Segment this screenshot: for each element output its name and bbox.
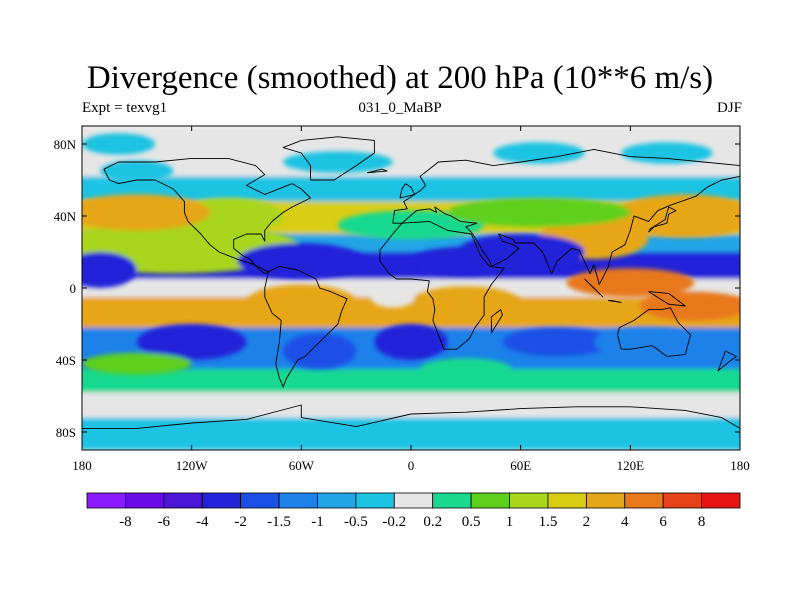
coastline-5 [490,309,503,334]
band-9 [82,392,740,418]
x-axis: 180 120W 60W 0 60E 120E 180 [72,126,750,473]
colorbar-box-10 [470,492,510,509]
chart-title: Divergence (smoothed) at 200 hPa (10**6 … [86,60,714,96]
colorbar-box-11 [509,492,549,509]
coastline-2 [282,136,375,181]
y-tick-label-3: 40S [56,353,76,368]
colorbar-box-8 [393,492,434,509]
feature-1 [337,210,485,240]
colorbar-label-4: -1.5 [267,514,291,530]
colorbar-box-14 [624,492,664,509]
feature-17 [283,333,357,369]
colorbar-label-15: 8 [698,514,706,530]
colorbar-label-0: -8 [119,514,132,530]
colorbar-label-1: -6 [158,514,171,530]
band-1 [82,176,740,202]
feature-10 [456,234,585,270]
feature-12 [639,291,740,321]
coastline-1 [264,265,348,388]
colorbar-label-6: -0.5 [344,514,368,530]
colorbar-label-8: 0.2 [423,514,442,530]
band-8 [82,369,740,393]
coastline-4 [379,220,505,350]
contour-field [82,126,740,450]
colorbar-label-14: 6 [659,514,667,530]
colorbar-label-10: 1 [506,514,514,530]
colorbar-label-5: -1 [311,514,324,530]
feature-13 [246,284,357,321]
feature-21 [420,358,512,380]
feature-22 [82,352,192,375]
coastline-12 [607,300,622,303]
colorbar-box-1 [125,492,165,509]
feature-25 [493,142,585,164]
coastline-14 [366,168,388,174]
feature-16 [136,324,247,360]
colorbar-label-9: 0.5 [462,514,481,530]
x-tick-label-3: 0 [408,458,415,473]
feature-9 [82,252,137,288]
colorbar-box-3 [201,492,242,509]
colorbar-label-7: -0.2 [382,514,406,530]
y-tick-label-1: 40N [54,209,77,224]
colorbar-box-16 [701,492,741,509]
feature-27 [283,151,393,173]
feature-26 [621,142,713,164]
feature-11 [566,268,695,297]
colorbar-box-9 [432,492,472,509]
feature-3 [612,194,740,238]
coastline-3 [392,148,740,285]
colorbar: -8 -6 -4 -2 -1.5 -1 -0.5 -0.2 0.2 0.5 1 1.5 2 4 6 8 [86,492,741,530]
colorbar-box-4 [240,492,280,509]
season-label: DJF [716,100,742,116]
y-tick-label-2: 0 [70,281,77,296]
feature-20 [593,327,704,357]
x-tick-label-4: 60E [510,458,531,473]
colorbar-box-0 [86,492,126,509]
feature-18 [374,324,448,360]
coastline-0 [103,157,311,275]
colorbar-label-13: 4 [621,514,629,530]
y-axis: 80N 40N 0 40S 80S [54,137,740,440]
case-label: 031_0_MaBP [358,100,442,116]
feature-23 [82,133,156,155]
feature-24 [100,160,174,182]
experiment-label: Expt = texvg1 [82,100,168,116]
colorbar-box-5 [278,492,318,509]
colorbar-box-6 [317,492,357,509]
x-tick-label-2: 60W [289,458,315,473]
x-tick-label-6: 180 [730,458,750,473]
coastlines [82,136,740,429]
feature-19 [502,327,613,357]
colorbar-box-15 [662,492,702,509]
coastline-10 [648,291,686,307]
y-tick-label-4: 80S [56,425,76,440]
colorbar-box-7 [355,492,395,509]
x-tick-label-1: 120W [176,458,209,473]
coastline-7 [82,404,740,429]
colorbar-label-12: 2 [583,514,591,530]
colorbar-box-13 [585,492,626,509]
coastline-9 [584,278,604,298]
coastline-8 [648,206,677,233]
colorbar-box-12 [547,492,587,509]
feature-6 [82,194,210,231]
coastline-6 [617,307,692,357]
colorbar-label-3: -2 [234,514,247,530]
coastline-13 [717,350,737,372]
colorbar-label-11: 1.5 [539,514,558,530]
coastline-11 [399,183,416,199]
colorbar-box-2 [163,492,203,509]
feature-15 [370,286,415,308]
x-tick-label-5: 120E [617,458,645,473]
x-tick-label-0: 180 [72,458,92,473]
y-tick-label-0: 80N [54,137,77,152]
colorbar-label-2: -4 [196,514,209,530]
feature-7 [237,243,366,279]
feature-4 [447,198,631,227]
feature-14 [411,286,521,319]
